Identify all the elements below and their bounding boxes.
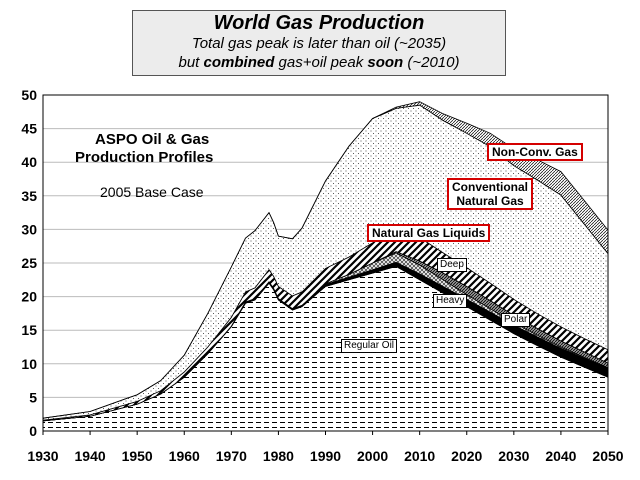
x-tick-label: 1930 <box>27 448 58 464</box>
x-tick-label: 2000 <box>357 448 388 464</box>
chart-subtitle-line1: Total gas peak is later than oil (~2035) <box>191 35 447 52</box>
base-case-label: 2005 Base Case <box>100 184 204 200</box>
x-tick-label: 1940 <box>75 448 106 464</box>
title-box: World Gas Production Total gas peak is l… <box>132 10 506 76</box>
x-tick-label: 1990 <box>310 448 341 464</box>
heading-line1: ASPO Oil & Gas <box>95 131 210 148</box>
chart-subtitle-line2: but combined gas+oil peak soon (~2010) <box>178 54 460 71</box>
label-conventional-natural-gas: Conventional Natural Gas <box>447 178 534 210</box>
x-tick-label: 2010 <box>404 448 435 464</box>
chart-title: World Gas Production <box>213 12 425 34</box>
x-tick-label: 2040 <box>545 448 576 464</box>
y-tick-label: 45 <box>21 121 37 137</box>
x-tick-label: 2030 <box>498 448 529 464</box>
x-tick-label: 2050 <box>592 448 623 464</box>
y-tick-label: 40 <box>21 154 37 170</box>
x-tick-label: 1960 <box>169 448 200 464</box>
y-tick-label: 35 <box>21 188 37 204</box>
x-tick-label: 1980 <box>263 448 294 464</box>
axes: 0 5 10 15 20 25 30 35 40 45 50 1930 1940 1950 1960 1970… <box>21 87 623 464</box>
x-tick-label: 1970 <box>216 448 247 464</box>
y-tick-label: 5 <box>29 389 37 405</box>
y-tick-label: 15 <box>21 322 37 338</box>
y-tick-label: 10 <box>21 356 37 372</box>
x-tick-label: 2020 <box>451 448 482 464</box>
y-tick-label: 25 <box>21 255 37 271</box>
label-natural-gas-liquids: Natural Gas Liquids <box>367 224 491 242</box>
heading-line2: Production Profiles <box>75 149 214 166</box>
label-deep: Deep <box>437 258 467 272</box>
y-tick-label: 0 <box>29 423 37 439</box>
label-regular-oil: Regular Oil <box>341 339 398 353</box>
y-tick-label: 50 <box>21 87 37 103</box>
y-tick-label: 30 <box>21 221 37 237</box>
y-tick-label: 20 <box>21 289 37 305</box>
label-heavy: Heavy <box>433 294 468 308</box>
x-tick-label: 1950 <box>122 448 153 464</box>
label-non-conv-gas: Non-Conv. Gas <box>487 143 583 161</box>
label-polar: Polar <box>501 313 531 327</box>
